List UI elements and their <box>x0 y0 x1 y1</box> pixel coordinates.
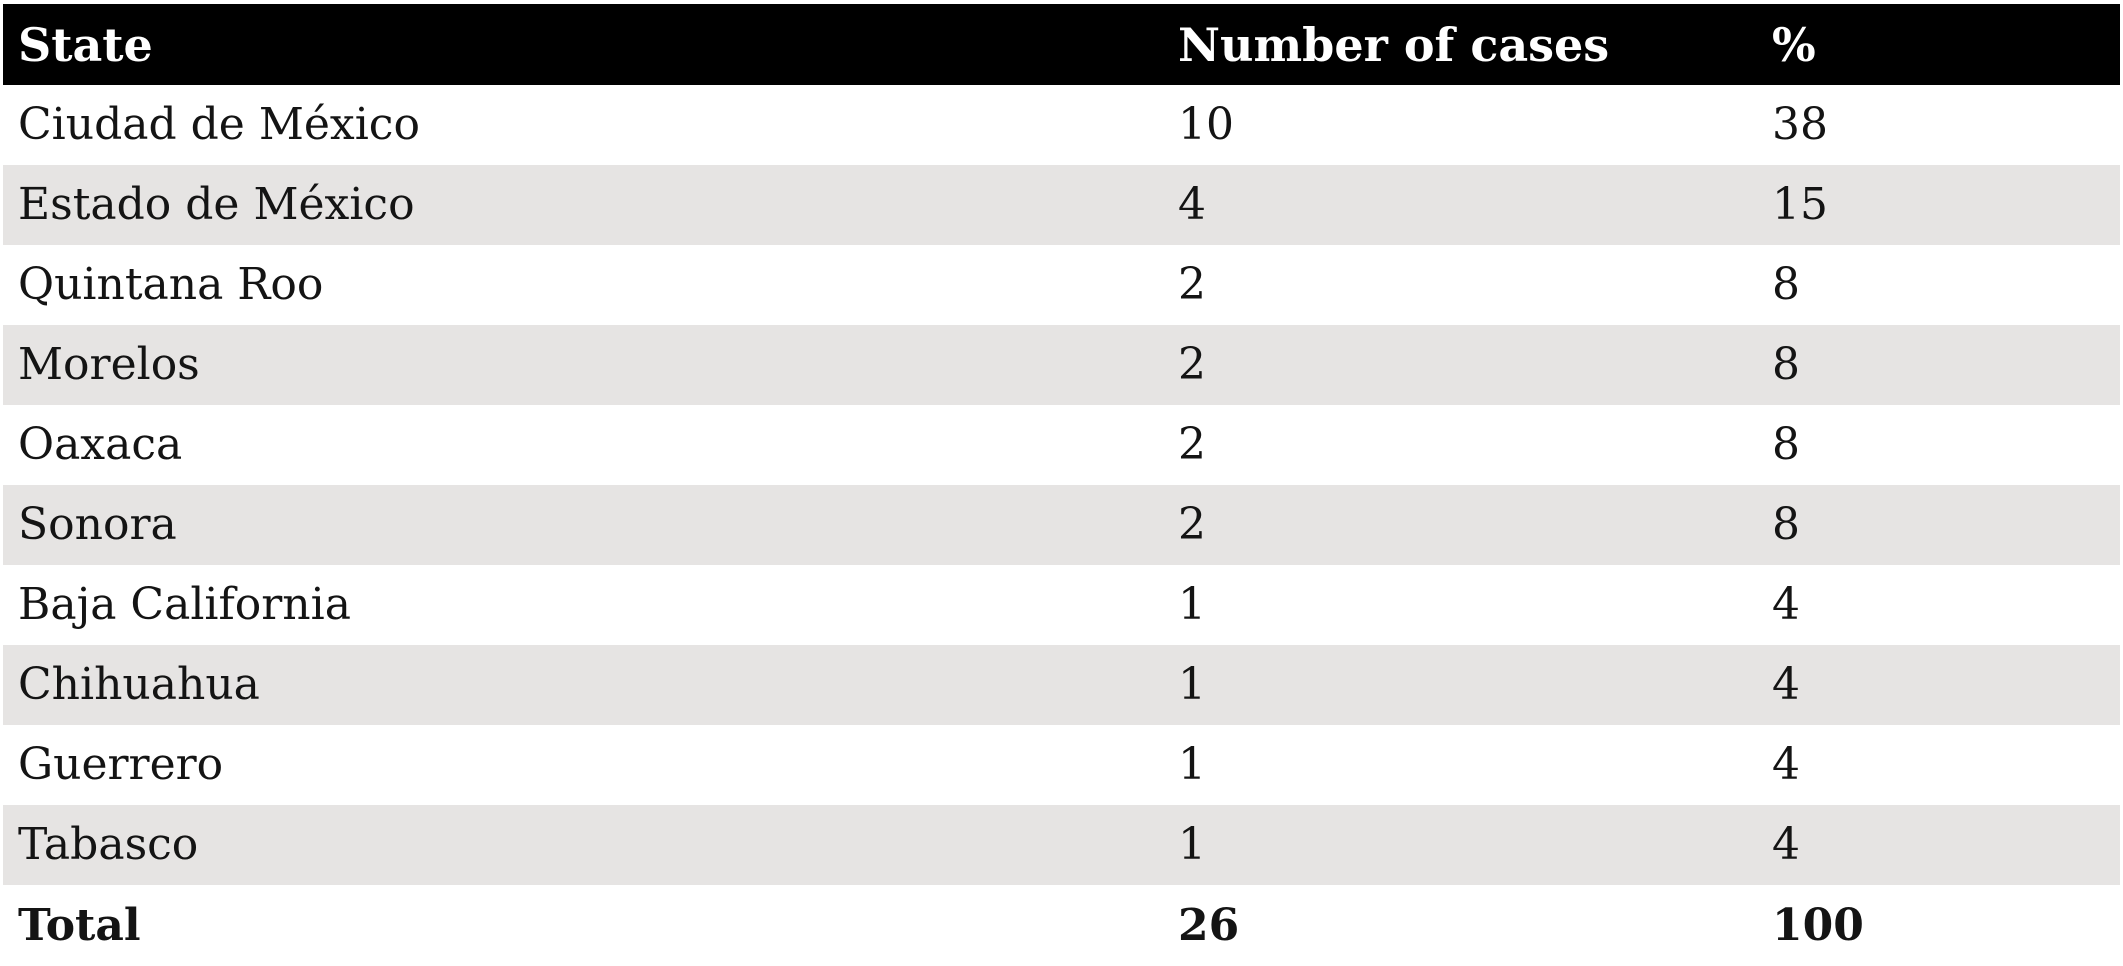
pct-cell: 4 <box>1772 659 1800 710</box>
table-header: State Number of cases % <box>3 4 2120 85</box>
state-cell: Sonora <box>18 499 177 550</box>
header-number-of-cases: Number of cases <box>1178 4 1772 85</box>
cases-cell: 1 <box>1178 659 1206 710</box>
total-cases-cell: 26 <box>1178 899 1240 951</box>
header-state: State <box>3 4 1178 85</box>
pct-cell: 15 <box>1772 179 1828 230</box>
cases-by-state-table: State Number of cases % Ciudad de México… <box>3 4 2120 966</box>
cases-cell: 2 <box>1178 339 1206 390</box>
cases-cell: 2 <box>1178 259 1206 310</box>
table-row: Ciudad de México 10 38 <box>3 85 2120 165</box>
total-pct-cell: 100 <box>1772 899 1864 951</box>
table-row: Sonora 2 8 <box>3 485 2120 565</box>
pct-cell: 8 <box>1772 259 1800 310</box>
state-cell: Morelos <box>18 339 200 390</box>
state-cell: Chihuahua <box>18 659 260 710</box>
header-percent: % <box>1772 4 2120 85</box>
table-row: Estado de México 4 15 <box>3 165 2120 245</box>
pct-cell: 38 <box>1772 99 1828 150</box>
pct-cell: 4 <box>1772 819 1800 870</box>
table-row: Morelos 2 8 <box>3 325 2120 405</box>
pct-cell: 8 <box>1772 419 1800 470</box>
state-cell: Estado de México <box>18 179 415 230</box>
cases-cell: 4 <box>1178 179 1206 230</box>
state-cell: Ciudad de México <box>18 99 420 150</box>
cases-cell: 1 <box>1178 819 1206 870</box>
total-row: Total 26 100 <box>3 885 2120 966</box>
table-row: Chihuahua 1 4 <box>3 645 2120 725</box>
table-row: Quintana Roo 2 8 <box>3 245 2120 325</box>
state-cell: Baja California <box>18 579 351 630</box>
state-cell: Oaxaca <box>18 419 183 470</box>
cases-cell: 10 <box>1178 99 1234 150</box>
cases-cell: 1 <box>1178 579 1206 630</box>
pct-cell: 8 <box>1772 499 1800 550</box>
table-row: Guerrero 1 4 <box>3 725 2120 805</box>
table-row: Baja California 1 4 <box>3 565 2120 645</box>
total-label-cell: Total <box>18 899 141 951</box>
table-body: Ciudad de México 10 38 Estado de México … <box>3 85 2120 966</box>
table-row: Tabasco 1 4 <box>3 805 2120 885</box>
table-row: Oaxaca 2 8 <box>3 405 2120 485</box>
state-cell: Guerrero <box>18 739 224 790</box>
state-cell: Quintana Roo <box>18 259 324 310</box>
pct-cell: 4 <box>1772 579 1800 630</box>
pct-cell: 8 <box>1772 339 1800 390</box>
pct-cell: 4 <box>1772 739 1800 790</box>
cases-cell: 2 <box>1178 499 1206 550</box>
cases-cell: 1 <box>1178 739 1206 790</box>
cases-cell: 2 <box>1178 419 1206 470</box>
state-cell: Tabasco <box>18 819 199 870</box>
header-row: State Number of cases % <box>3 4 2120 85</box>
